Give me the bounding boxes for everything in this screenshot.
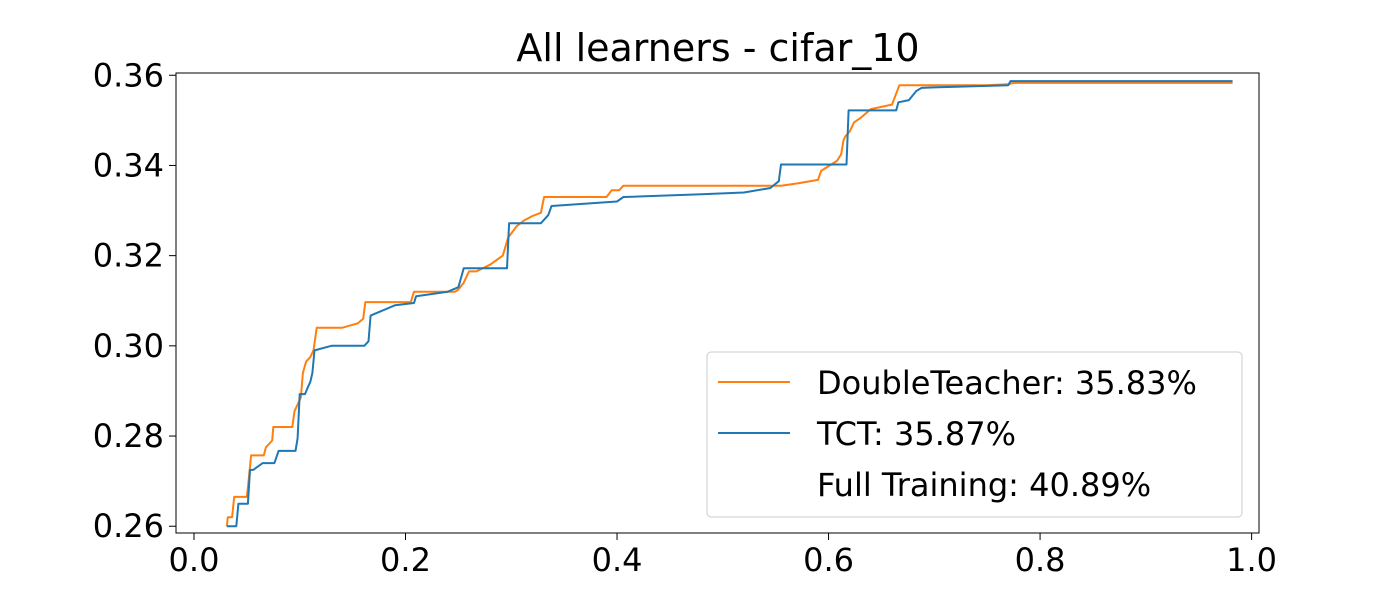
legend: DoubleTeacher: 35.83% TCT: 35.87% Full Tra… bbox=[706, 351, 1243, 518]
y-tick-label: 0.30 bbox=[93, 327, 164, 365]
x-tick-label: 0.0 bbox=[169, 541, 220, 579]
plot-frame bbox=[175, 72, 1260, 534]
x-axis: 0.0 0.2 0.4 0.6 0.8 1.0 bbox=[169, 533, 1277, 579]
x-tick-label: 0.4 bbox=[592, 541, 643, 579]
legend-box bbox=[706, 351, 1243, 518]
legend-label: TCT: 35.87% bbox=[816, 415, 1016, 453]
y-tick-label: 0.32 bbox=[93, 237, 164, 275]
y-tick-label: 0.26 bbox=[93, 507, 164, 545]
x-tick-label: 0.6 bbox=[803, 541, 854, 579]
legend-label: Full Training: 40.89% bbox=[817, 466, 1151, 504]
legend-label: DoubleTeacher: 35.83% bbox=[817, 364, 1197, 402]
y-tick-label: 0.28 bbox=[93, 417, 164, 455]
x-tick-label: 0.8 bbox=[1015, 541, 1066, 579]
series-line-tct bbox=[226, 80, 1233, 528]
chart-title: All learners - cifar_10 bbox=[516, 26, 919, 70]
y-axis: 0.26 0.28 0.30 0.32 0.34 0.36 bbox=[93, 56, 176, 545]
y-tick-label: 0.36 bbox=[93, 56, 164, 94]
y-tick-label: 0.34 bbox=[93, 146, 164, 184]
x-tick-label: 1.0 bbox=[1226, 541, 1277, 579]
series-layer bbox=[225, 80, 1233, 528]
x-tick-label: 0.2 bbox=[380, 541, 431, 579]
